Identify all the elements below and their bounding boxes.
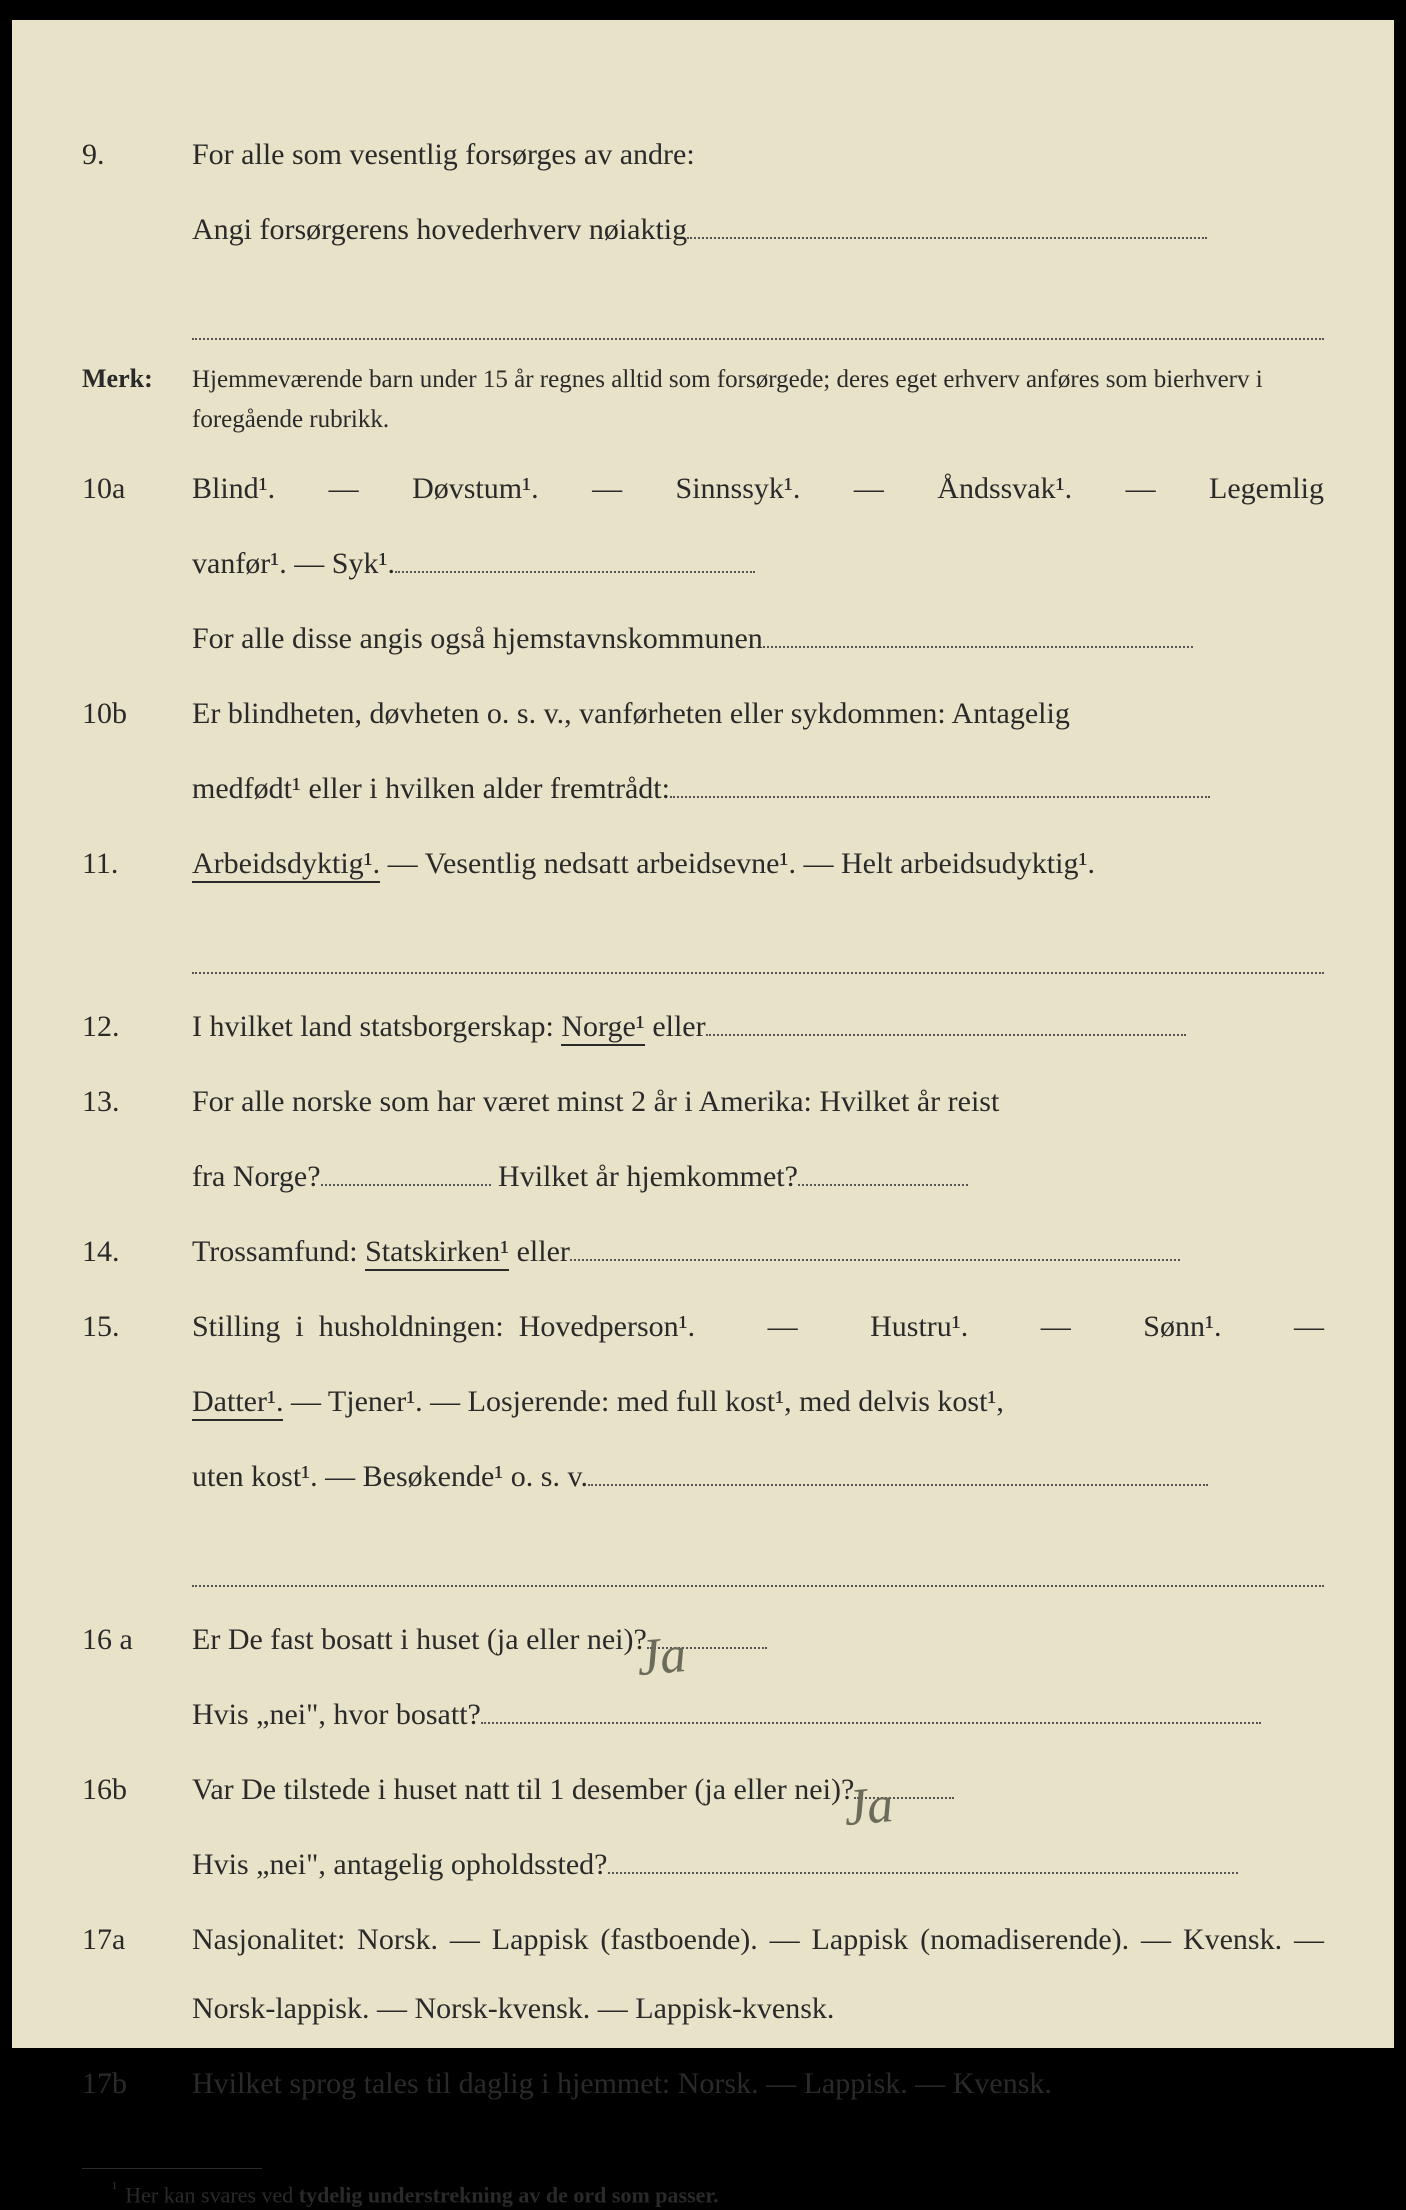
q10a-line1: 10a Blind¹. — Døvstum¹. — Sinnssyk¹. — Å… <box>82 454 1324 523</box>
footnote: ¹ Her kan svares ved tydelig understrekni… <box>82 2169 1324 2210</box>
q16a-l2a: Hvis „nei", hvor bosatt? <box>192 1698 481 1731</box>
q10b-blank <box>670 796 1210 798</box>
q9-line1: 9. For alle som vesentlig forsørges av a… <box>82 120 1324 189</box>
q16a-line1: 16 a Er De fast bosatt i huset (ja eller… <box>82 1605 1324 1674</box>
q14-a: Trossamfund: <box>192 1235 365 1268</box>
q12-a: I hvilket land statsborgerskap: <box>192 1010 561 1043</box>
q15-blank-line <box>192 1551 1324 1587</box>
q10a-number: 10a <box>82 454 192 523</box>
q13-blank1 <box>321 1184 491 1186</box>
q14-line: 14. Trossamfund: Statskirken¹ eller <box>82 1217 1324 1286</box>
q14-number: 14. <box>82 1217 192 1286</box>
q13-line1: 13. For alle norske som har været minst … <box>82 1067 1324 1136</box>
q10b-text2: medfødt¹ eller i hvilken alder fremtrådt… <box>192 772 670 805</box>
q11-line: 11. Arbeidsdyktig¹. — Vesentlig nedsatt … <box>82 829 1324 898</box>
q10a-blank2 <box>395 571 755 573</box>
q13-blank2 <box>798 1184 968 1186</box>
q17b-line: 17b Hvilket sprog tales til daglig i hje… <box>82 2049 1324 2118</box>
footnote-b: tydelig understrekning av de ord som pas… <box>299 2182 719 2207</box>
q10b-line1: 10b Er blindheten, døvheten o. s. v., va… <box>82 679 1324 748</box>
q10a-line3: For alle disse angis også hjemstavnskomm… <box>82 604 1324 673</box>
q9-blank <box>687 237 1207 239</box>
q16b-line1: 16b Var De tilstede i huset natt til 1 d… <box>82 1755 1324 1824</box>
q15-text1: Stilling i husholdningen: Hovedperson¹. … <box>192 1292 1324 1361</box>
q16b-number: 16b <box>82 1755 192 1824</box>
q9-number: 9. <box>82 120 192 189</box>
merk-row: Merk: Hjemmeværende barn under 15 år reg… <box>82 358 1324 440</box>
q16b-line2: Hvis „nei", antagelig opholdssted? <box>82 1830 1324 1899</box>
q13-line2: fra Norge? Hvilket år hjemkommet? <box>82 1142 1324 1211</box>
q10b-line2: medfødt¹ eller i hvilken alder fremtrådt… <box>82 754 1324 823</box>
q17b-text: Hvilket sprog tales til daglig i hjemmet… <box>192 2049 1324 2118</box>
q10a-text2: vanfør¹. — Syk¹. <box>192 547 395 580</box>
merk-text: Hjemmeværende barn under 15 år regnes al… <box>192 360 1324 440</box>
q11-blank-line <box>192 938 1324 974</box>
q11-underlined: Arbeidsdyktig¹. <box>192 847 380 883</box>
q16a-l1a: Er De fast bosatt i huset (ja eller nei)… <box>192 1623 647 1656</box>
q15-l3a: uten kost¹. — Besøkende¹ o. s. v. <box>192 1460 588 1493</box>
q10a-opt3: Åndssvak¹. <box>937 454 1072 523</box>
q15-l2b: — Tjener¹. — Losjerende: med full kost¹,… <box>283 1385 1003 1418</box>
q13-number: 13. <box>82 1067 192 1136</box>
q16a-line2: Hvis „nei", hvor bosatt? <box>82 1680 1324 1749</box>
q10a-opt1: Døvstum¹. <box>412 454 539 523</box>
q10a-blank3 <box>763 646 1193 648</box>
q16b-answer-blank: Ja <box>854 1797 954 1799</box>
q17a-line: 17a Nasjonalitet: Norsk. — Lappisk (fast… <box>82 1905 1324 2043</box>
q12-blank <box>706 1034 1186 1036</box>
q17a-number: 17a <box>82 1905 192 1974</box>
q14-underlined: Statskirken¹ <box>365 1235 509 1271</box>
q10a-opt0: Blind¹. <box>192 454 275 523</box>
q16b-l2a: Hvis „nei", antagelig opholdssted? <box>192 1848 608 1881</box>
q9-blank-line <box>192 304 1324 340</box>
q10a-line2: vanfør¹. — Syk¹. <box>82 529 1324 598</box>
q15-blank <box>588 1484 1208 1486</box>
q16b-l1a: Var De tilstede i huset natt til 1 desem… <box>192 1773 854 1806</box>
q10b-number: 10b <box>82 679 192 748</box>
q11-rest: — Vesentlig nedsatt arbeidsevne¹. — Helt… <box>380 847 1095 880</box>
q16a-number: 16 a <box>82 1605 192 1674</box>
q16a-answer: Ja <box>632 1595 691 1718</box>
q16b-blank2 <box>608 1872 1238 1874</box>
q15-line1: 15. Stilling i husholdningen: Hovedperso… <box>82 1292 1324 1361</box>
q12-b: eller <box>645 1010 706 1043</box>
merk-label: Merk: <box>82 358 192 400</box>
q9-text2: Angi forsørgerens hovederhverv nøiaktig <box>192 213 687 246</box>
q16a-answer-blank: Ja <box>647 1647 767 1649</box>
q9-text1: For alle som vesentlig forsørges av andr… <box>192 120 1324 189</box>
census-form-page: 9. For alle som vesentlig forsørges av a… <box>12 20 1394 2048</box>
q16a-blank2 <box>481 1722 1261 1724</box>
q17b-number: 17b <box>82 2049 192 2118</box>
q15-line3: uten kost¹. — Besøkende¹ o. s. v. <box>82 1442 1324 1511</box>
footnote-a: Her kan svares ved <box>125 2182 299 2207</box>
q10b-text1: Er blindheten, døvheten o. s. v., vanfør… <box>192 679 1324 748</box>
q12-underlined: Norge¹ <box>561 1010 644 1046</box>
q15-line2: Datter¹. — Tjener¹. — Losjerende: med fu… <box>82 1367 1324 1436</box>
q10a-text3: For alle disse angis også hjemstavnskomm… <box>192 622 763 655</box>
q11-number: 11. <box>82 829 192 898</box>
footnote-num: ¹ <box>112 2178 117 2198</box>
q13-text1: For alle norske som har været minst 2 år… <box>192 1067 1324 1136</box>
q13-l2a: fra Norge? <box>192 1160 321 1193</box>
q10a-opt2: Sinnssyk¹. <box>676 454 801 523</box>
q12-number: 12. <box>82 992 192 1061</box>
q14-b: eller <box>509 1235 570 1268</box>
q12-line: 12. I hvilket land statsborgerskap: Norg… <box>82 992 1324 1061</box>
q10a-opt4: Legemlig <box>1209 454 1324 523</box>
q13-l2b: Hvilket år hjemkommet? <box>491 1160 798 1193</box>
q15-underlined: Datter¹. <box>192 1385 283 1421</box>
q16b-answer: Ja <box>839 1745 898 1868</box>
q17a-text: Nasjonalitet: Norsk. — Lappisk (fastboen… <box>192 1905 1324 2043</box>
q14-blank <box>570 1259 1180 1261</box>
q15-number: 15. <box>82 1292 192 1361</box>
q9-line2: Angi forsørgerens hovederhverv nøiaktig <box>82 195 1324 264</box>
